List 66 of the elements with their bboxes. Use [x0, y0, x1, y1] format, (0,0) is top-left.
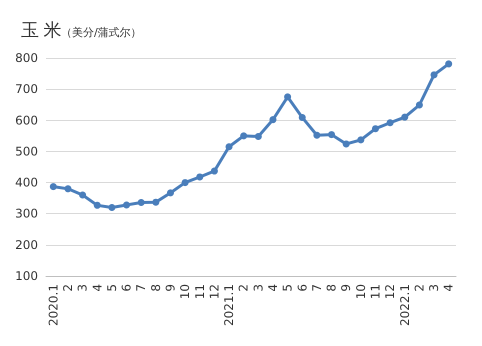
point: [430, 71, 438, 78]
x-tick-label: 2: [60, 284, 75, 292]
x-tick-label: 3: [76, 284, 90, 292]
x-tick-label: 11: [192, 284, 207, 300]
x-tick-label: 6: [120, 284, 134, 292]
y-tick-label: 600: [15, 113, 38, 128]
point: [342, 140, 350, 148]
x-tick-label: 8: [324, 284, 339, 292]
point: [445, 60, 452, 68]
point: [240, 132, 248, 140]
x-tick-label: 5: [280, 284, 295, 292]
point: [210, 168, 218, 175]
point: [108, 204, 116, 211]
point: [50, 183, 57, 190]
y-tick-label: 500: [15, 144, 38, 158]
x-tick-label: 3: [251, 284, 266, 292]
x-tick-label: 4: [266, 284, 280, 292]
point: [166, 189, 174, 196]
x-tick-label: 9: [339, 284, 354, 292]
x-tick-label: 6: [295, 284, 310, 292]
y-tick-label: 700: [15, 82, 38, 96]
point: [94, 202, 101, 209]
x-tick-label: 2022.1: [398, 284, 412, 326]
x-tick-label: 12: [207, 284, 222, 300]
y-tick-label: 400: [15, 176, 38, 190]
point: [284, 93, 292, 100]
x-tick-label: 9: [163, 284, 178, 292]
y-tick-label: 100: [15, 269, 38, 283]
y-tick-label: 200: [15, 238, 38, 252]
point: [372, 125, 379, 132]
chart-subtitle: （美分/蒲式尔）: [61, 26, 142, 39]
point: [152, 198, 160, 206]
x-tick-label: 12: [383, 284, 398, 300]
point: [79, 192, 86, 199]
x-tick-label: 8: [148, 284, 163, 292]
x-tick-label: 10: [354, 284, 368, 300]
chart-title: 玉 米: [21, 20, 62, 40]
x-tick-label: 5: [104, 284, 119, 292]
x-tick-label: 7: [310, 284, 324, 292]
point: [254, 132, 262, 140]
point: [226, 143, 233, 150]
point: [269, 116, 276, 124]
x-tick-label: 4: [90, 284, 104, 292]
y-tick-label: 300: [15, 206, 38, 221]
x-tick-label: 11: [368, 284, 382, 300]
point: [298, 114, 306, 121]
point: [386, 119, 394, 126]
point: [416, 102, 423, 109]
x-tick-label: 2021.1: [222, 284, 236, 326]
point: [138, 199, 145, 206]
point: [313, 132, 320, 139]
x-tick-label: 3: [427, 284, 442, 292]
point: [328, 131, 336, 138]
point: [123, 201, 130, 208]
point: [357, 136, 364, 144]
x-tick-label: 2020.1: [46, 284, 60, 326]
point: [196, 173, 204, 180]
point: [182, 179, 189, 186]
x-tick-label: 10: [178, 284, 192, 300]
x-tick-label: 2: [412, 284, 426, 292]
x-tick-label: 2: [236, 284, 251, 292]
point: [401, 114, 408, 121]
x-tick-label: 4: [442, 284, 456, 292]
point: [64, 185, 72, 192]
y-tick-label: 800: [15, 51, 38, 65]
x-tick-label: 7: [134, 284, 148, 292]
